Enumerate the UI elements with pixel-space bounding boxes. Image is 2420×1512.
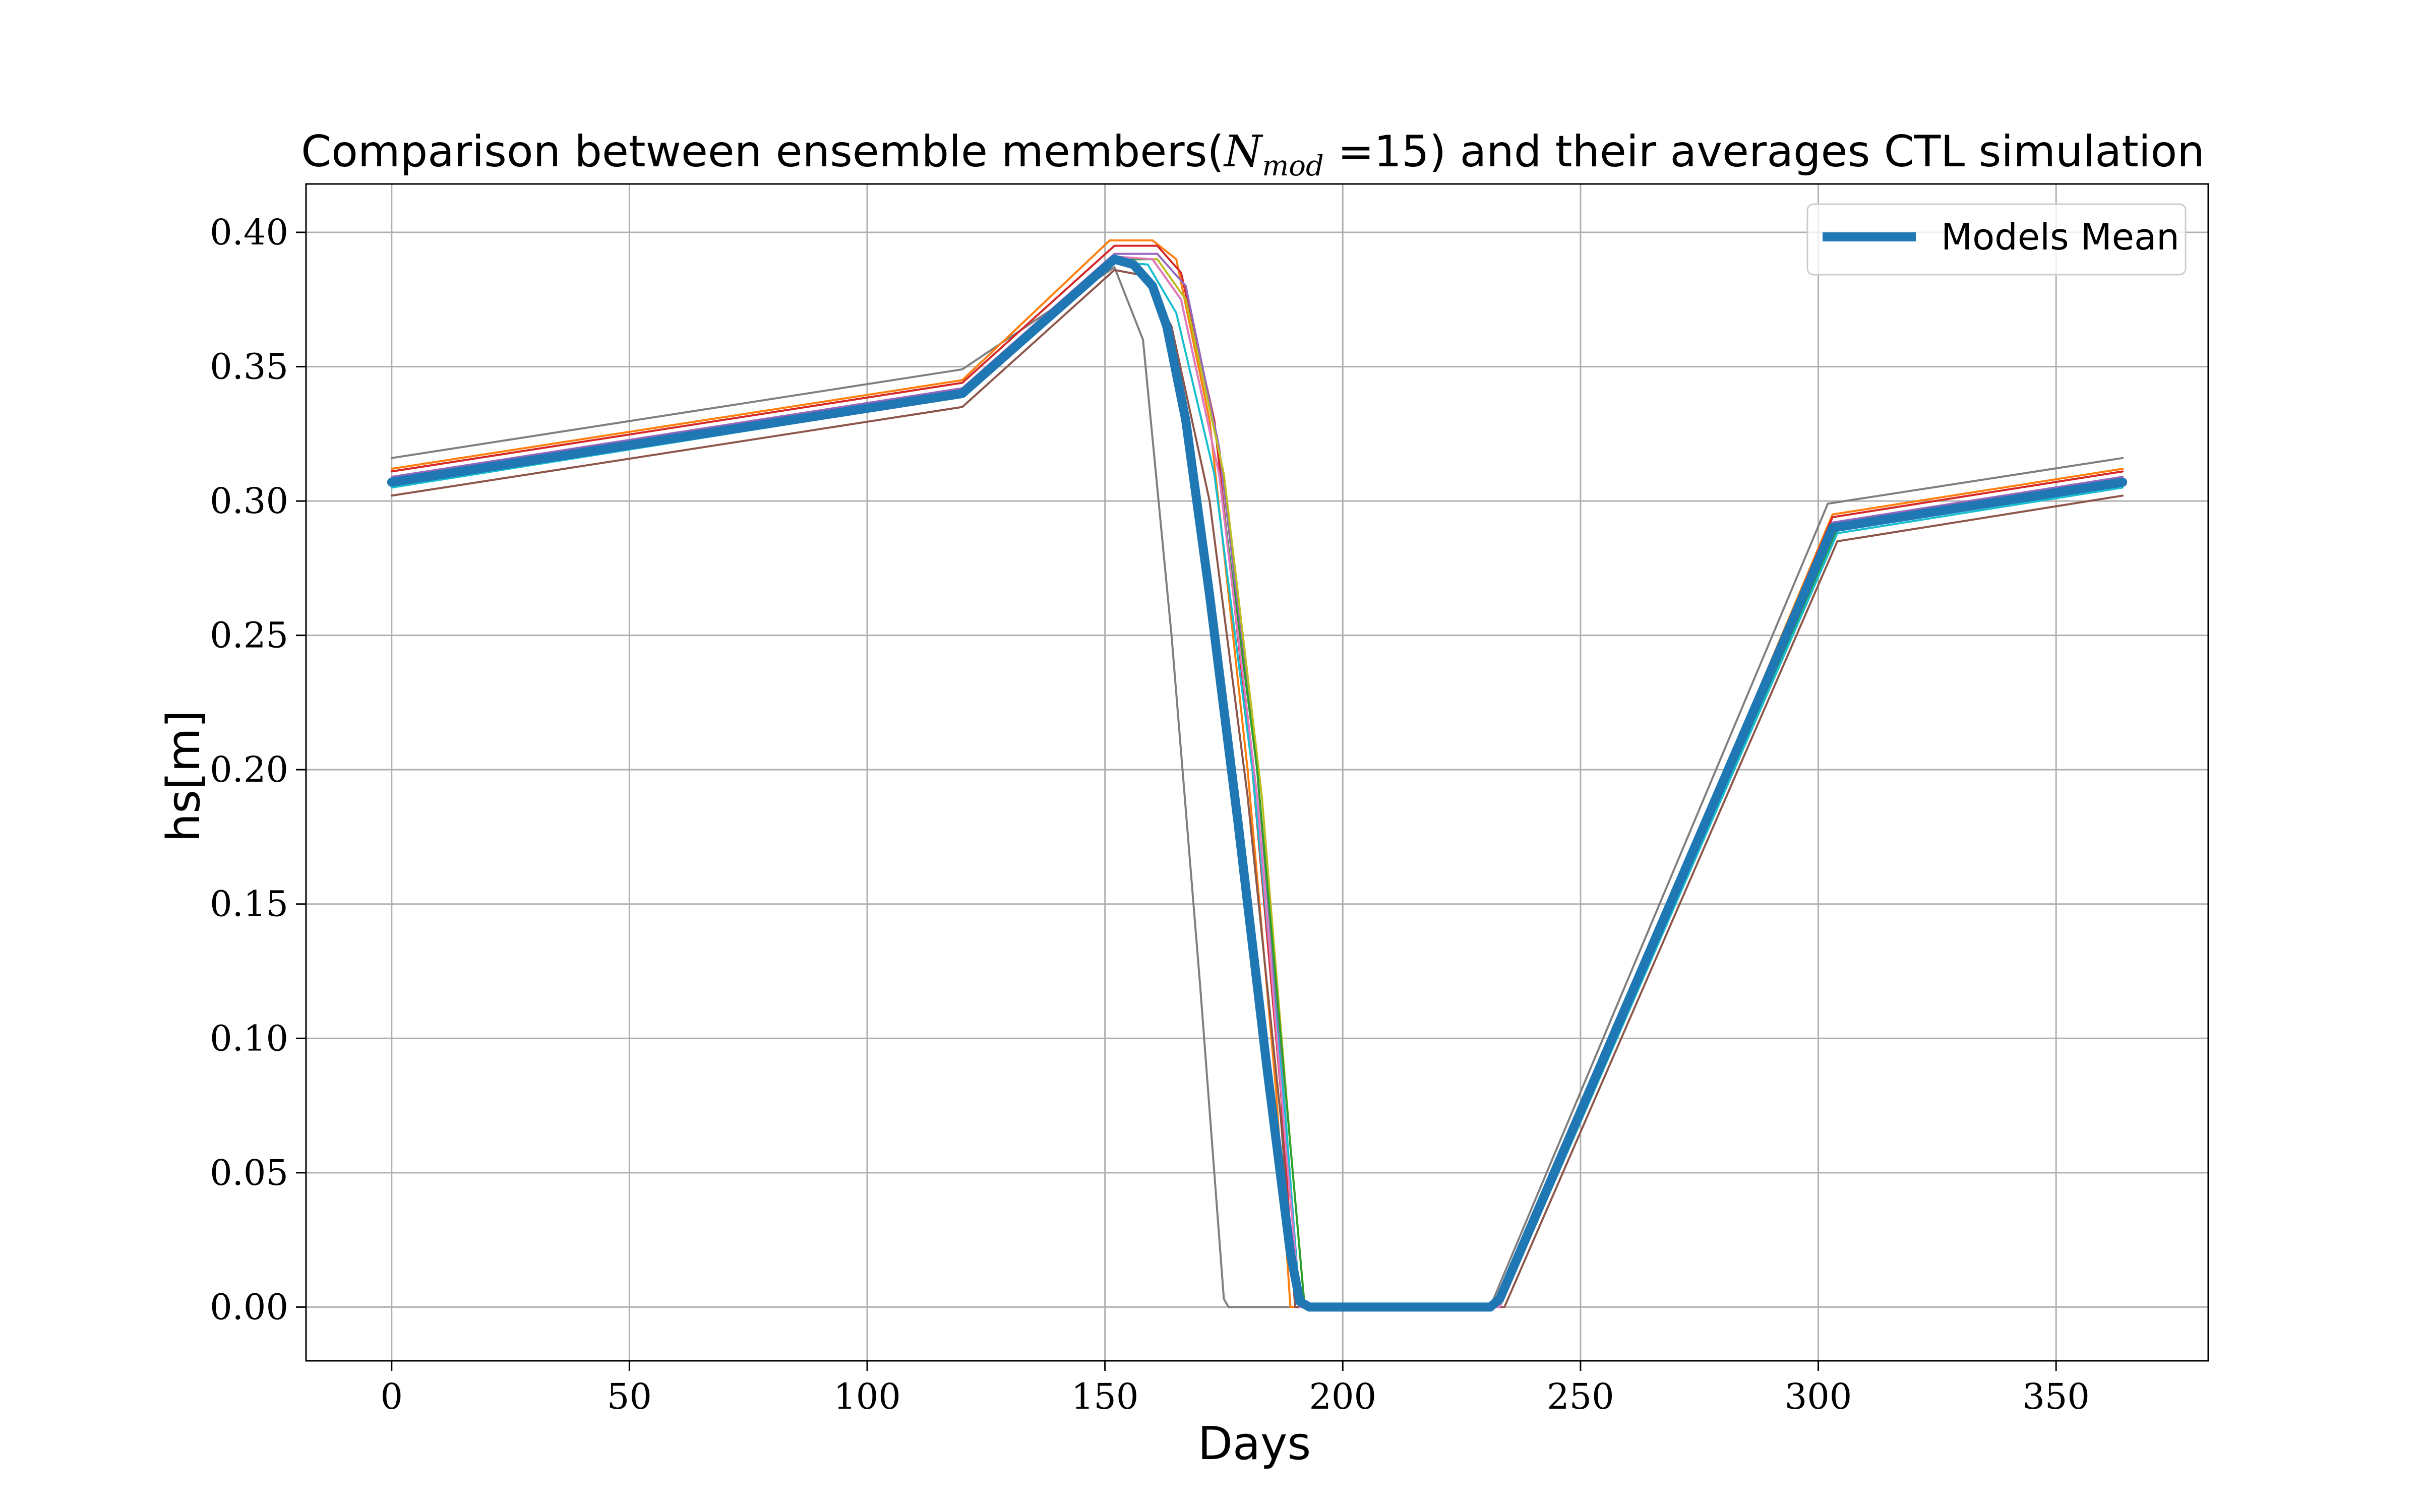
x-tick-label: 150 bbox=[1071, 1376, 1139, 1417]
title-equals: = bbox=[1324, 127, 1374, 177]
grid bbox=[306, 184, 2208, 1361]
title-math-symbol: N bbox=[1223, 127, 1263, 177]
x-tick-label: 200 bbox=[1309, 1376, 1376, 1417]
x-tick-label: 50 bbox=[607, 1376, 652, 1417]
title-after: ) and their averages CTL simulation bbox=[1429, 127, 2205, 177]
x-tick-label: 300 bbox=[1785, 1376, 1852, 1417]
x-axis-ticks: 0 50 100 150 200 250 300 350 bbox=[381, 1361, 2090, 1417]
x-tick-label: 100 bbox=[833, 1376, 901, 1417]
y-tick-label: 0.20 bbox=[210, 749, 288, 790]
x-tick-label: 250 bbox=[1547, 1376, 1614, 1417]
models-mean-line bbox=[387, 255, 2128, 1312]
title-math-subscript: mod bbox=[1262, 150, 1324, 182]
title-value: 15 bbox=[1374, 127, 1429, 177]
y-tick-label: 0.25 bbox=[210, 615, 288, 656]
y-tick-label: 0.00 bbox=[210, 1286, 288, 1328]
x-tick-label: 0 bbox=[381, 1376, 403, 1417]
ensemble-member-line bbox=[390, 269, 2124, 1308]
chart-title: Comparison between ensemble members(Nmod… bbox=[301, 127, 2205, 182]
y-axis-label: hs[m] bbox=[157, 710, 210, 842]
legend-label: Models Mean bbox=[1941, 216, 2180, 258]
series-group bbox=[387, 239, 2128, 1312]
y-tick-label: 0.15 bbox=[210, 884, 288, 925]
y-axis-ticks: 0.00 0.05 0.10 0.15 0.20 0.25 0.30 0.35 0.40 bbox=[210, 212, 306, 1328]
y-tick-label: 0.30 bbox=[210, 480, 288, 522]
plot-frame bbox=[305, 183, 2209, 1362]
x-tick-label: 350 bbox=[2022, 1376, 2090, 1417]
legend: Models Mean bbox=[1806, 203, 2187, 276]
x-axis-label: Days bbox=[1198, 1417, 1311, 1470]
title-before: Comparison between ensemble members( bbox=[301, 127, 1224, 177]
y-tick-label: 0.10 bbox=[210, 1018, 288, 1059]
y-tick-label: 0.05 bbox=[210, 1152, 288, 1193]
y-tick-label: 0.35 bbox=[210, 346, 288, 388]
legend-box bbox=[1806, 203, 2187, 276]
y-tick-label: 0.40 bbox=[210, 212, 288, 253]
